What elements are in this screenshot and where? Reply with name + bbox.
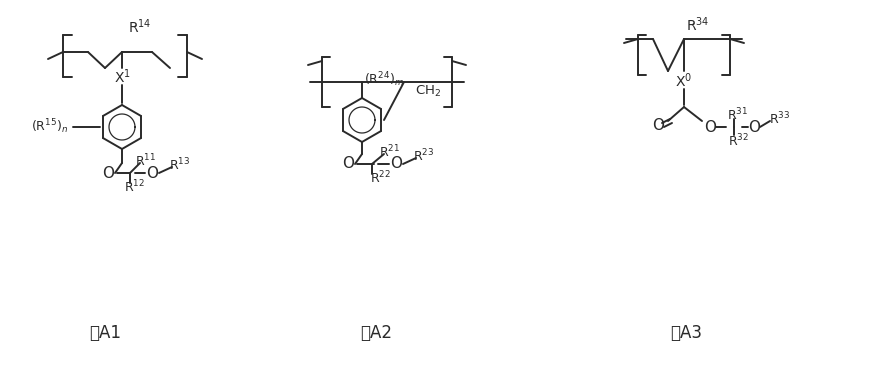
Text: O: O xyxy=(102,165,114,180)
Text: R$^{34}$: R$^{34}$ xyxy=(686,16,710,34)
Text: R$^{13}$: R$^{13}$ xyxy=(169,157,191,173)
Text: (R$^{24}$)$_m$: (R$^{24}$)$_m$ xyxy=(364,70,404,89)
Text: R$^{14}$: R$^{14}$ xyxy=(128,18,152,36)
Text: R$^{32}$: R$^{32}$ xyxy=(727,133,748,149)
Text: O: O xyxy=(146,165,158,180)
Text: O: O xyxy=(704,120,716,135)
Text: X$^0$: X$^0$ xyxy=(676,72,692,90)
Text: O: O xyxy=(748,120,760,135)
Text: R$^{22}$: R$^{22}$ xyxy=(370,170,391,186)
Text: O: O xyxy=(342,156,354,171)
Text: R$^{23}$: R$^{23}$ xyxy=(413,148,434,164)
Text: R$^{21}$: R$^{21}$ xyxy=(379,144,400,160)
Text: R$^{11}$: R$^{11}$ xyxy=(135,153,157,169)
Text: (R$^{15}$)$_n$: (R$^{15}$)$_n$ xyxy=(31,118,68,136)
Text: R$^{33}$: R$^{33}$ xyxy=(769,111,791,127)
Text: R$^{31}$: R$^{31}$ xyxy=(727,107,748,123)
Text: O: O xyxy=(652,117,664,132)
Text: X$^{1}$: X$^{1}$ xyxy=(113,68,131,86)
Text: 式A1: 式A1 xyxy=(89,324,121,342)
Text: R$^{12}$: R$^{12}$ xyxy=(124,179,145,195)
Text: 式A3: 式A3 xyxy=(670,324,702,342)
Text: O: O xyxy=(390,156,402,171)
Text: CH$_2$: CH$_2$ xyxy=(415,84,441,99)
Text: 式A2: 式A2 xyxy=(360,324,392,342)
